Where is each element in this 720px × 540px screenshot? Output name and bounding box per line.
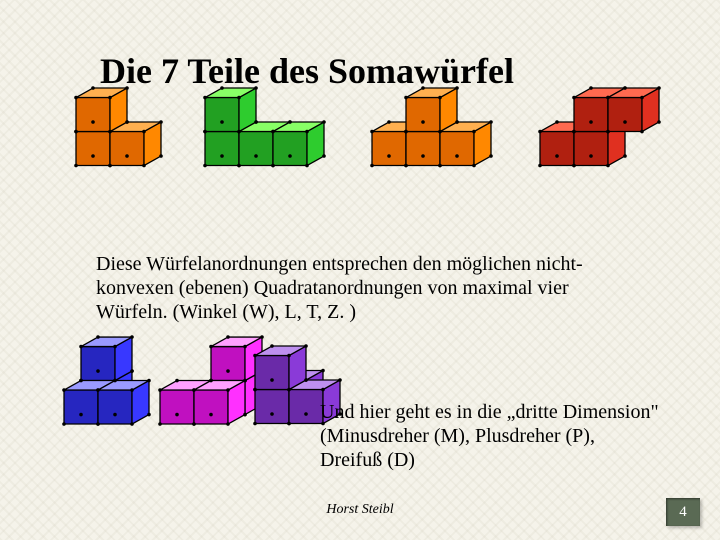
page-number: 4 bbox=[679, 504, 687, 521]
piece-W bbox=[72, 84, 165, 170]
piece-L bbox=[201, 84, 328, 170]
paragraph-2: Und hier geht es in die „dritte Dimensio… bbox=[320, 400, 660, 472]
author-credit: Horst Steibl bbox=[0, 502, 720, 518]
page-number-badge: 4 bbox=[666, 498, 700, 526]
piece-Z bbox=[536, 84, 663, 170]
paragraph-1: Diese Würfelanordnungen entsprechen den … bbox=[96, 252, 636, 324]
piece-P bbox=[156, 333, 266, 428]
piece-M bbox=[60, 333, 153, 428]
piece-T bbox=[368, 84, 495, 170]
